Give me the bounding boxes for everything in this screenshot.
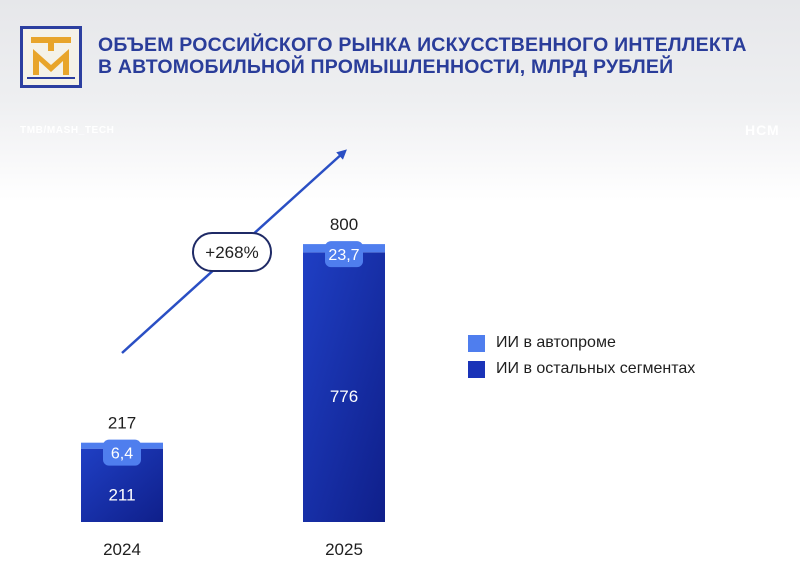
- auto-value-pill-2025: [325, 241, 363, 268]
- chart-legend: ИИ в автопроме ИИ в остальных сегментах: [468, 330, 695, 382]
- legend-item-auto: ИИ в автопроме: [468, 330, 695, 356]
- x-tick-label-2025: 2025: [325, 540, 363, 559]
- other-value-label-2024: 211: [108, 485, 135, 504]
- x-tick-label-2024: 2024: [103, 540, 141, 559]
- legend-label-other: ИИ в остальных сегментах: [496, 360, 696, 377]
- total-label-2025: 800: [330, 215, 358, 234]
- title-line-1: ОБЪЕМ РОССИЙСКОГО РЫНКА ИСКУССТВЕННОГО И…: [98, 34, 747, 56]
- legend-item-other: ИИ в остальных сегментах: [468, 356, 695, 382]
- legend-label-auto: ИИ в автопроме: [496, 334, 616, 351]
- legend-swatch-other: [468, 360, 485, 378]
- company-logo: [20, 26, 82, 88]
- bar-other-2025: [303, 252, 385, 522]
- growth-label: +268%: [205, 243, 258, 262]
- growth-badge: [192, 232, 272, 272]
- brand-watermark-left: TMB/MASH_TECH: [20, 125, 115, 136]
- auto-value-label-2025: 23,7: [328, 247, 359, 264]
- legend-swatch-auto: [468, 334, 485, 352]
- page-title: ОБЪЕМ РОССИЙСКОГО РЫНКА ИСКУССТВЕННОГО И…: [98, 34, 788, 78]
- total-label-2024: 217: [108, 414, 136, 433]
- brand-watermark-right: НСМ: [745, 122, 780, 138]
- auto-value-label-2024: 6,4: [111, 446, 133, 463]
- auto-value-pill-2024: [103, 439, 141, 466]
- other-value-label-2025: 776: [330, 387, 358, 406]
- title-line-2: В АВТОМОБИЛЬНОЙ ПРОМЫШЛЕННОСТИ, МЛРД РУБ…: [98, 56, 674, 78]
